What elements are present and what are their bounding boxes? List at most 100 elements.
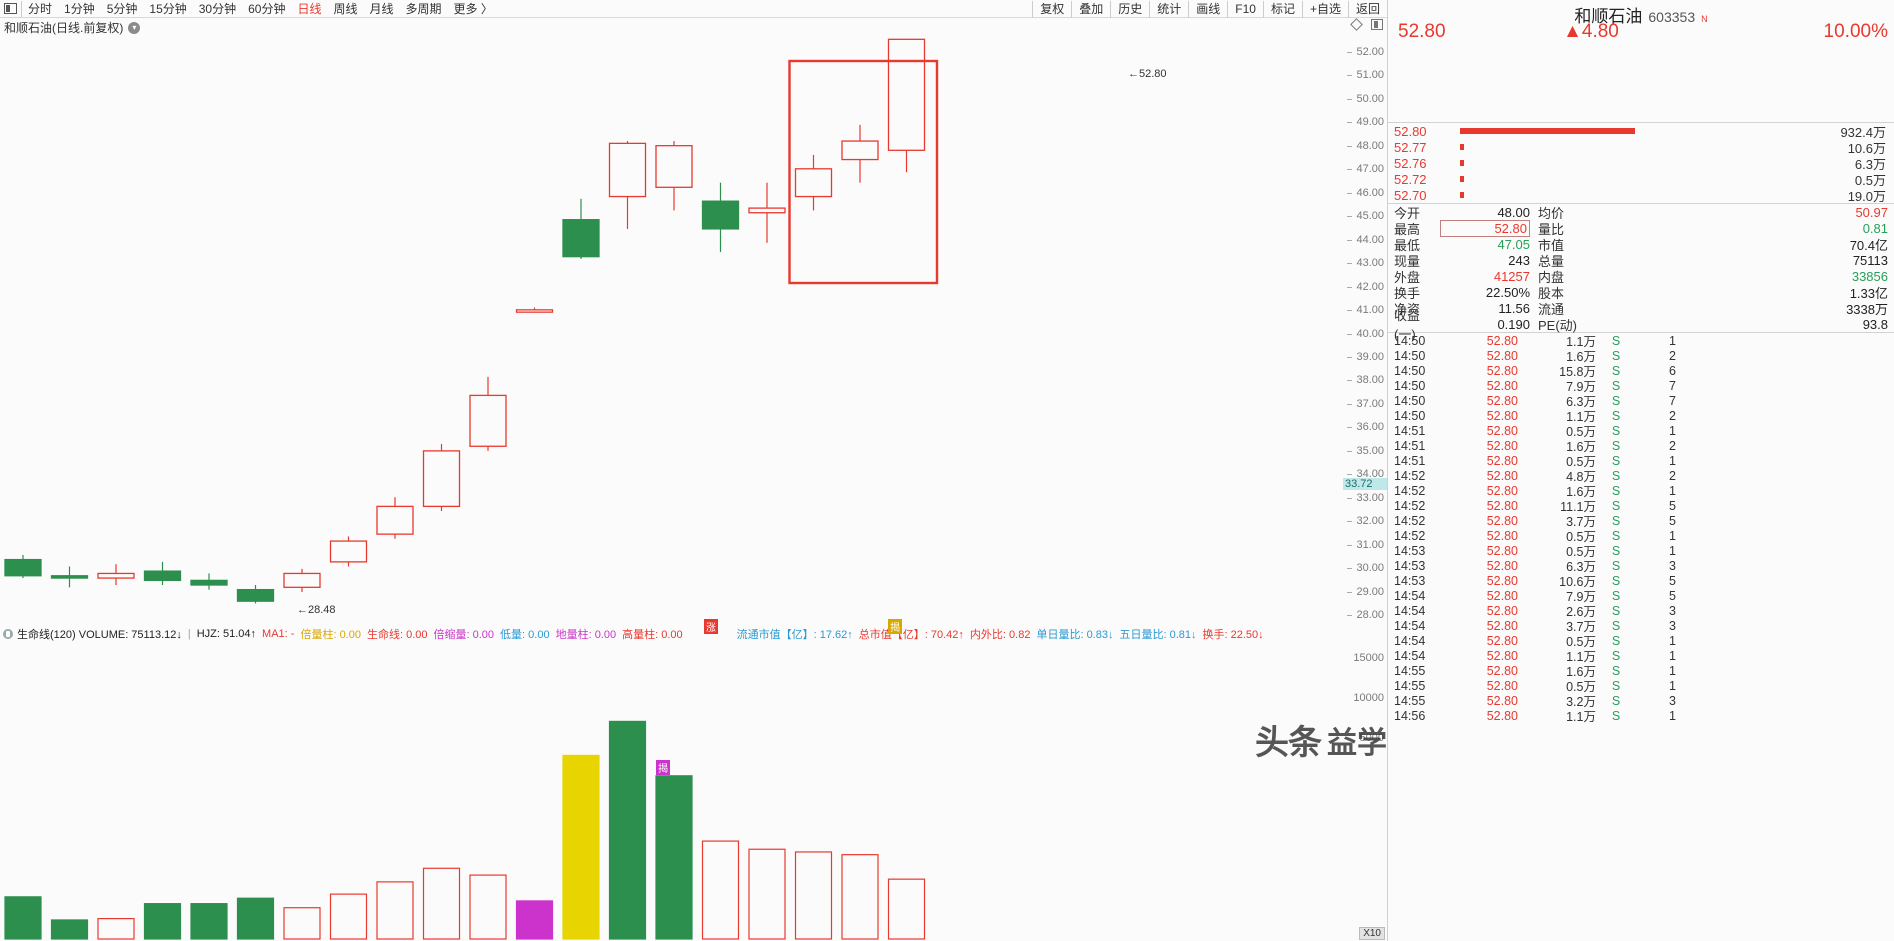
button-huaxian[interactable]: 画线 (1188, 0, 1227, 18)
tab-60min[interactable]: 60分钟 (248, 1, 286, 16)
button-fuquan[interactable]: 复权 (1032, 0, 1071, 18)
button-add-watchlist[interactable]: +自选 (1301, 0, 1348, 18)
tick-volume: 4.8万 (1566, 470, 1596, 484)
tick-row[interactable]: 14:54 52.80 1.1万 S 1 (1388, 648, 1894, 665)
button-back[interactable]: 返回 (1347, 0, 1387, 18)
tick-volume: 0.5万 (1566, 530, 1596, 544)
stat-value-2: 3338万 (1846, 301, 1888, 317)
tick-row[interactable]: 14:53 52.80 10.6万 S 5 (1388, 573, 1894, 590)
tick-row[interactable]: 14:55 52.80 1.6万 S 1 (1388, 663, 1894, 680)
tick-count: 1 (1669, 543, 1676, 558)
tick-row[interactable]: 14:50 52.80 1.1万 S 2 (1388, 408, 1894, 425)
button-f10[interactable]: F10 (1227, 0, 1263, 18)
candle-body (701, 200, 740, 230)
button-biaoji[interactable]: 标记 (1262, 0, 1302, 18)
tick-row[interactable]: 14:53 52.80 0.5万 S 1 (1388, 543, 1894, 560)
y-axis-tick: 52.00 (1347, 46, 1384, 58)
volume-bar (143, 903, 182, 940)
tick-volume: 7.9万 (1566, 590, 1596, 604)
stat-key-2: 量比 (1538, 221, 1565, 237)
layout-icon[interactable] (1371, 19, 1383, 30)
indicator-seg: 低量: 0.00 (500, 629, 550, 641)
tick-row[interactable]: 14:55 52.80 3.2万 S 3 (1388, 693, 1894, 710)
tick-price: 52.80 (1486, 468, 1518, 483)
tick-side: S (1611, 678, 1621, 693)
candle-body (422, 450, 461, 508)
ob-price: 52.80 (1394, 123, 1427, 139)
tick-row[interactable]: 14:52 52.80 4.8万 S 2 (1388, 468, 1894, 485)
tick-row[interactable]: 14:51 52.80 0.5万 S 1 (1388, 423, 1894, 440)
indicator-settings-icon[interactable] (3, 629, 13, 639)
price-change-percent: 10.00% (1823, 21, 1888, 42)
order-book-row[interactable]: 52.80 932.4万 (1388, 123, 1894, 140)
tick-price: 52.80 (1486, 693, 1518, 708)
tick-time: 14:50 (1394, 408, 1426, 423)
tab-monthly[interactable]: 月线 (369, 1, 394, 16)
tick-row[interactable]: 14:50 52.80 1.6万 S 2 (1388, 348, 1894, 365)
tab-fenshi[interactable]: 分时 (28, 1, 53, 16)
tick-row[interactable]: 14:54 52.80 7.9万 S 5 (1388, 588, 1894, 605)
tick-count: 1 (1669, 678, 1676, 693)
order-book-row[interactable]: 52.77 10.6万 (1388, 139, 1894, 156)
tick-row[interactable]: 14:52 52.80 1.6万 S 1 (1388, 483, 1894, 500)
price-chart[interactable]: ←52.80 ←28.48 (0, 37, 1343, 622)
tick-price: 52.80 (1486, 393, 1518, 408)
last-price-callout: ←52.80 (1128, 68, 1167, 80)
tick-row[interactable]: 14:55 52.80 0.5万 S 1 (1388, 678, 1894, 695)
volume-bar (655, 775, 693, 940)
volume-chart[interactable] (0, 643, 1343, 941)
tab-daily[interactable]: 日线 (297, 1, 322, 16)
tick-price: 52.80 (1486, 558, 1518, 573)
tick-row[interactable]: 14:52 52.80 3.7万 S 5 (1388, 513, 1894, 530)
tick-time: 14:54 (1394, 618, 1426, 633)
tick-time: 14:55 (1394, 663, 1426, 678)
tick-row[interactable]: 14:52 52.80 11.1万 S 5 (1388, 498, 1894, 515)
tab-30min[interactable]: 30分钟 (198, 1, 237, 16)
ob-bar (1454, 171, 1808, 187)
chevron-down-icon[interactable]: ▾ (128, 21, 141, 34)
tab-more[interactable]: 更多 〉 (453, 1, 493, 16)
panel-toggle-icon[interactable] (0, 0, 22, 17)
tick-side: S (1611, 693, 1621, 708)
tab-15min[interactable]: 15分钟 (149, 1, 187, 16)
candle-body (50, 575, 89, 579)
tick-row[interactable]: 14:50 52.80 1.1万 S 1 (1388, 333, 1894, 350)
tick-row[interactable]: 14:53 52.80 6.3万 S 3 (1388, 558, 1894, 575)
order-book-row[interactable]: 52.76 6.3万 (1388, 155, 1894, 172)
tab-5min[interactable]: 5分钟 (106, 1, 138, 16)
ob-volume: 0.5万 (1854, 172, 1886, 188)
ob-price: 52.77 (1394, 139, 1427, 155)
tick-row[interactable]: 14:52 52.80 0.5万 S 1 (1388, 528, 1894, 545)
tick-count: 1 (1669, 333, 1676, 348)
button-diejia[interactable]: 叠加 (1071, 0, 1110, 18)
tick-price: 52.80 (1486, 513, 1518, 528)
tick-volume: 1.1万 (1566, 335, 1596, 349)
tick-row[interactable]: 14:50 52.80 15.8万 S 6 (1388, 363, 1894, 380)
order-book-row[interactable]: 52.70 19.0万 (1388, 187, 1894, 204)
tick-row[interactable]: 14:51 52.80 0.5万 S 1 (1388, 453, 1894, 470)
tick-volume: 11.1万 (1560, 500, 1596, 514)
tick-side: S (1611, 498, 1621, 513)
tab-multi-period[interactable]: 多周期 (405, 1, 442, 16)
tick-time: 14:52 (1394, 513, 1426, 528)
button-tongji[interactable]: 统计 (1149, 0, 1188, 18)
tick-price: 52.80 (1486, 678, 1518, 693)
tab-weekly[interactable]: 周线 (333, 1, 358, 16)
tab-1min[interactable]: 1分钟 (64, 1, 95, 16)
tick-row[interactable]: 14:56 52.80 1.1万 S 1 (1388, 708, 1894, 725)
indicator-seg: 倍缩量: 0.00 (433, 629, 495, 641)
stock-code: 603353 (1648, 9, 1696, 25)
tick-time: 14:54 (1394, 648, 1426, 663)
tick-row[interactable]: 14:54 52.80 2.6万 S 3 (1388, 603, 1894, 620)
order-book-row[interactable]: 52.72 0.5万 (1388, 171, 1894, 188)
tick-volume: 1.1万 (1566, 650, 1596, 664)
button-lishi[interactable]: 历史 (1110, 0, 1149, 18)
tick-side: S (1611, 528, 1621, 543)
tick-row[interactable]: 14:50 52.80 7.9万 S 7 (1388, 378, 1894, 395)
tick-volume: 3.7万 (1566, 515, 1596, 529)
tick-row[interactable]: 14:51 52.80 1.6万 S 2 (1388, 438, 1894, 455)
tick-row[interactable]: 14:50 52.80 6.3万 S 7 (1388, 393, 1894, 410)
diamond-icon[interactable] (1350, 18, 1363, 31)
tick-row[interactable]: 14:54 52.80 3.7万 S 3 (1388, 618, 1894, 635)
tick-row[interactable]: 14:54 52.80 0.5万 S 1 (1388, 633, 1894, 650)
